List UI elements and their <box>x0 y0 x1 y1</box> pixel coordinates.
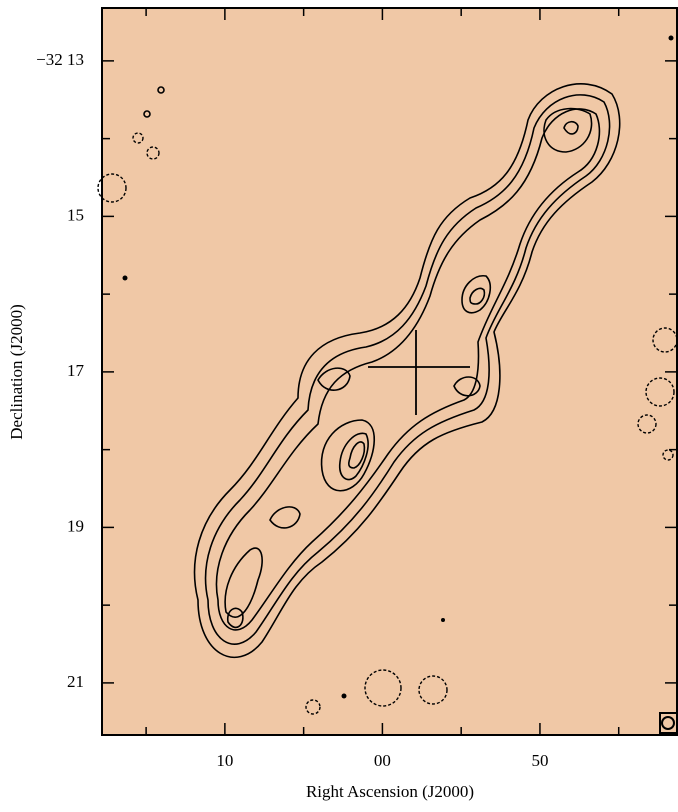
y-tick-label: 19 <box>67 516 84 535</box>
contour <box>441 618 445 622</box>
contour <box>123 276 128 281</box>
x-tick-label: 00 <box>374 751 391 770</box>
x-tick-label: 10 <box>216 751 233 770</box>
y-tick-label: 21 <box>67 672 84 691</box>
y-tick-label: −32 13 <box>36 50 84 69</box>
y-tick-label: 17 <box>67 361 85 380</box>
y-axis-label: Declination (J2000) <box>7 304 26 440</box>
contour <box>342 694 347 699</box>
contour <box>669 36 674 41</box>
chart: Right Ascension (J2000) Declination (J20… <box>0 0 678 807</box>
x-axis-label: Right Ascension (J2000) <box>306 782 474 801</box>
x-tick-label: 50 <box>531 751 548 770</box>
y-tick-label: 15 <box>67 205 84 224</box>
